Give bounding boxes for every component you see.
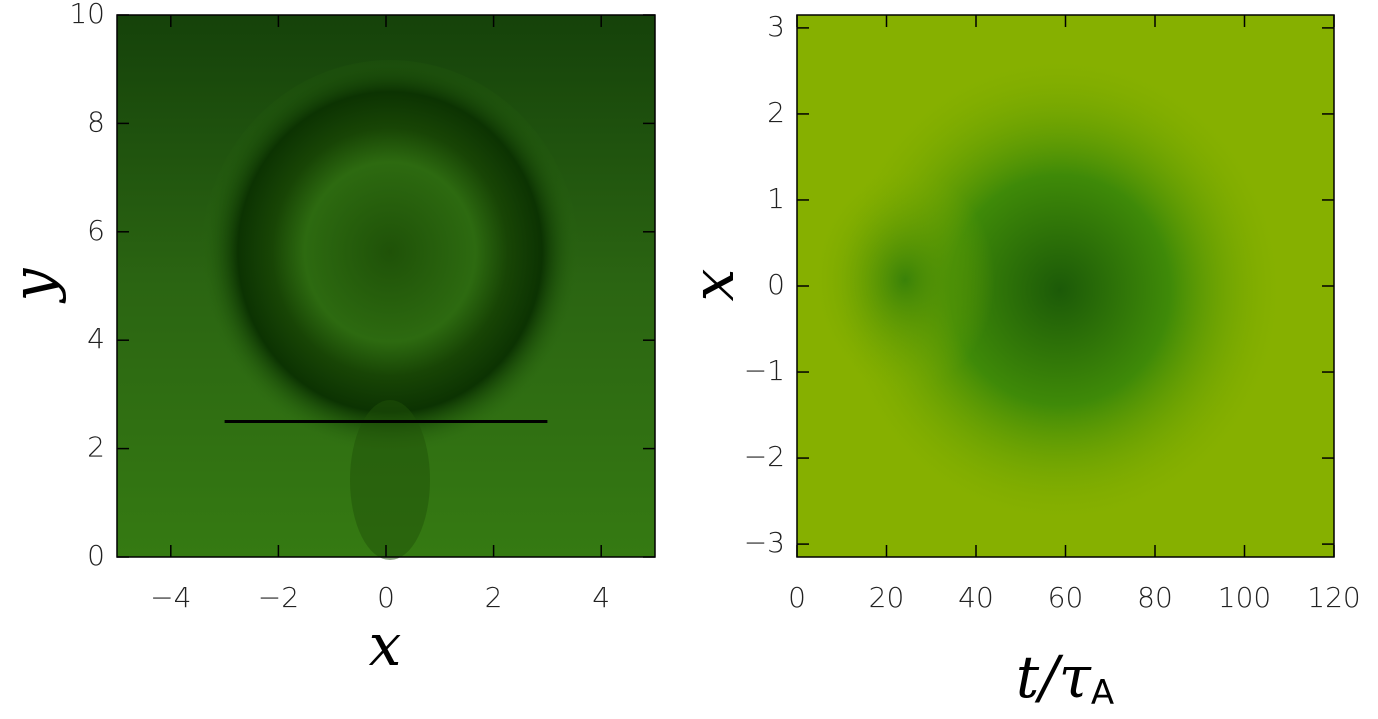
y-axis-label: y [0,267,67,304]
y-tick-label: −2 [744,440,785,473]
left-heatmap [117,15,655,560]
y-tick-label: 3 [767,10,785,43]
x-tick-label: 20 [869,581,905,614]
x-axis-label: t/τA [1016,643,1114,712]
x-tick-label: −2 [258,581,299,614]
y-tick-label: 10 [69,0,105,30]
y-tick-label: 2 [87,431,105,464]
x-tick-label: 40 [958,581,994,614]
x-axis-label: x [369,611,402,679]
x-axis-label-main: x [369,611,402,679]
x-tick-label: 120 [1307,581,1360,614]
y-tick-label: 2 [767,96,785,129]
x-axis-label-main: t/τ [1016,643,1092,711]
y-tick-label: 6 [87,214,105,247]
x-tick-label: 80 [1137,581,1173,614]
y-tick-label: 8 [87,105,105,138]
x-tick-label: 4 [592,581,610,614]
y-tick-label: 4 [87,322,105,355]
x-tick-label: 0 [788,581,806,614]
x-tick-label: 60 [1048,581,1084,614]
x-tick-label: 2 [485,581,503,614]
x-tick-label: 100 [1218,581,1271,614]
y-tick-label: −1 [744,354,785,387]
x-tick-label: 0 [377,581,395,614]
x-axis-label-subscript: A [1091,673,1114,713]
right-heatmap [797,15,1334,557]
y-tick-label: 1 [767,182,785,215]
x-tick-label: −4 [150,581,191,614]
y-tick-label: 0 [87,539,105,572]
y-tick-label: −3 [744,526,785,559]
y-axis-label: x [679,269,747,302]
y-tick-label: 0 [767,268,785,301]
